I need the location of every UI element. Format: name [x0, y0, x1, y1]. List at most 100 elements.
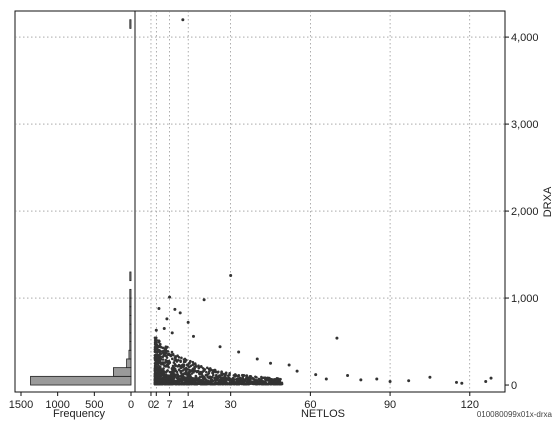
scatter-x-tick-label: 30 — [225, 399, 237, 411]
scatter-cluster-point — [182, 365, 185, 368]
scatter-cluster-point — [228, 371, 231, 375]
scatter-cluster-point — [195, 370, 199, 374]
scatter-dense-cluster — [153, 336, 284, 386]
scatter-cluster-point — [167, 365, 170, 369]
histogram-x-axis-title: Frequency — [53, 408, 105, 420]
scatter-cluster-point — [180, 372, 183, 375]
histogram-frame — [14, 10, 136, 393]
scatter-cluster-point — [156, 356, 159, 359]
scatter-cluster-point — [153, 350, 157, 353]
scatter-cluster-point — [217, 370, 220, 374]
scatter-cluster-point — [171, 364, 175, 368]
scatter-cluster-point — [158, 360, 161, 363]
scatter-cluster-point — [163, 371, 167, 374]
scatter-point — [489, 376, 493, 380]
scatter-cluster-point — [208, 375, 212, 379]
scatter-cluster-point — [186, 374, 189, 377]
scatter-cluster-point — [154, 382, 157, 385]
scatter-cluster-point — [157, 373, 161, 377]
scatter-cluster-point — [218, 382, 222, 385]
scatter-cluster-point — [173, 379, 176, 382]
scatter-cluster-point — [276, 382, 279, 386]
scatter-point — [165, 317, 169, 321]
scatter-cluster-point — [246, 377, 249, 380]
scatter-x-tick-label: 120 — [461, 399, 479, 411]
scatter-cluster-point — [159, 357, 162, 361]
scatter-point — [191, 334, 195, 338]
scatter-cluster-point — [171, 373, 174, 377]
scatter-cluster-point — [165, 346, 168, 349]
scatter-point — [407, 379, 411, 383]
scatter-cluster-point — [155, 339, 159, 342]
scatter-point — [218, 345, 222, 349]
scatter-y-tick-label: 3,000 — [511, 119, 539, 131]
scatter-cluster-point — [165, 378, 169, 381]
scatter-point — [162, 327, 166, 330]
scatter-cluster-point — [190, 378, 193, 381]
scatter-cluster-point — [241, 375, 245, 379]
scatter-point — [178, 311, 182, 315]
scatter-cluster-point — [260, 375, 263, 379]
scatter-cluster-point — [177, 368, 181, 372]
scatter-y-axis-title: DRXA — [542, 186, 554, 217]
scatter-point — [168, 295, 172, 299]
scatter-cluster-point — [210, 375, 214, 379]
scatter-cluster-point — [170, 382, 174, 385]
scatter-cluster-point — [268, 380, 271, 384]
scatter-cluster-point — [169, 373, 172, 377]
scatter-cluster-point — [221, 380, 224, 384]
scatter-y-tick-label: 2,000 — [511, 206, 539, 218]
scatter-x-tick-label: 14 — [182, 399, 194, 411]
scatter-cluster-point — [182, 360, 186, 364]
scatter-cluster-point — [169, 379, 172, 383]
scatter-cluster-point — [212, 373, 215, 377]
histogram-bar — [128, 349, 132, 360]
scatter-cluster-point — [266, 382, 270, 386]
scatter-cluster-point — [205, 370, 208, 374]
scatter-cluster-point — [212, 382, 216, 386]
scatter-cluster-point — [153, 336, 157, 340]
scatter-cluster-point — [162, 373, 166, 376]
scatter-cluster-point — [265, 376, 269, 380]
scatter-cluster-point — [153, 347, 157, 351]
scatter-cluster-point — [179, 359, 182, 362]
scatter-cluster-point — [202, 382, 206, 386]
scatter-cluster-point — [154, 362, 157, 366]
scatter-cluster-point — [156, 366, 160, 370]
scatter-cluster-point — [173, 359, 176, 362]
scatter-cluster-point — [187, 370, 191, 374]
scatter-cluster-point — [154, 368, 157, 372]
histogram-x-ticks: 1500 1000 500 0 — [9, 392, 134, 411]
scatter-x-tick-label: 2 — [153, 399, 159, 411]
scatter-cluster-point — [180, 380, 184, 383]
scatter-cluster-point — [233, 375, 237, 378]
scatter-cluster-point — [165, 352, 168, 355]
scatter-cluster-point — [177, 356, 181, 359]
scatter-cluster-point — [164, 348, 168, 351]
scatter-point — [428, 375, 432, 379]
scatter-y-tick-label: 0 — [511, 380, 517, 392]
scatter-point — [335, 336, 339, 340]
scatter-cluster-point — [215, 373, 218, 377]
scatter-cluster-point — [153, 358, 157, 361]
scatter-point — [346, 373, 350, 377]
scatter-cluster-point — [233, 373, 237, 376]
scatter-cluster-point — [157, 346, 160, 349]
scatter-cluster-point — [272, 382, 276, 386]
scatter-cluster-point — [184, 382, 188, 386]
scatter-cluster-point — [180, 377, 183, 380]
scatter-cluster-point — [223, 376, 226, 379]
scatter-cluster-point — [184, 368, 188, 371]
scatter-cluster-point — [263, 376, 267, 380]
scatter-x-tick-label: 7 — [167, 399, 173, 411]
scatter-cluster-point — [161, 371, 164, 374]
scatter-cluster-point — [220, 371, 223, 374]
scatter-cluster-point — [159, 352, 163, 356]
scatter-point — [375, 377, 379, 381]
scatter-cluster-point — [240, 377, 244, 381]
scatter-cluster-point — [199, 382, 203, 386]
scatter-cluster-point — [154, 345, 158, 348]
scatter-cluster-point — [193, 369, 197, 373]
scatter-cluster-point — [185, 358, 188, 362]
